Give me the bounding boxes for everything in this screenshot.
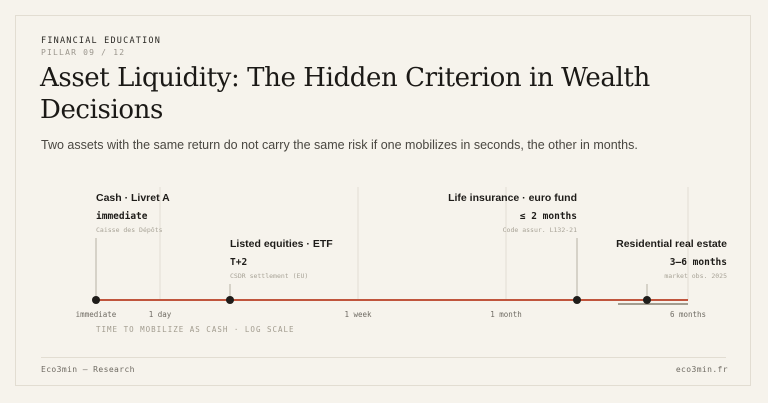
asset-delay-life-insurance: ≤ 2 months <box>520 211 577 222</box>
asset-name-real-estate: Residential real estate <box>616 238 727 250</box>
page-title: Asset Liquidity: The Hidden Criterion in… <box>40 63 650 125</box>
real-estate-range-bar <box>618 303 688 305</box>
asset-name-life-insurance: Life insurance · euro fund <box>448 192 577 204</box>
dot-real-estate <box>643 296 651 304</box>
footer-site: eco3min.fr <box>675 365 728 374</box>
pillar-counter: PILLAR 09 / 12 <box>41 48 126 57</box>
asset-name-equities: Listed equities · ETF <box>230 238 333 250</box>
tick-label-1-week: 1 week <box>344 310 372 319</box>
footer-brand: Eco3min — Research <box>41 365 135 374</box>
tick-label-1-day: 1 day <box>149 310 172 319</box>
card-frame <box>15 15 751 386</box>
tick-label-immediate: immediate <box>76 310 117 319</box>
axis-caption: TIME TO MOBILIZE AS CASH · LOG SCALE <box>96 325 295 334</box>
section-kicker: FINANCIAL EDUCATION <box>41 36 162 46</box>
footer-divider <box>41 357 726 358</box>
asset-name-cash: Cash · Livret A <box>96 192 170 204</box>
asset-source-life-insurance: Code assur. L132-21 <box>503 226 577 234</box>
tick-label-1-month: 1 month <box>490 310 522 319</box>
asset-source-real-estate: market obs. 2025 <box>664 272 727 280</box>
dot-equities <box>226 296 234 304</box>
asset-delay-cash: immediate <box>96 211 148 222</box>
tick-label-6-months: 6 months <box>670 310 706 319</box>
page-subtitle: Two assets with the same return do not c… <box>41 138 638 152</box>
asset-delay-real-estate: 3–6 months <box>670 257 727 268</box>
asset-source-cash: Caisse des Dépôts <box>96 226 163 234</box>
dot-cash <box>92 296 100 304</box>
asset-delay-equities: T+2 <box>230 257 247 268</box>
dot-life-insurance <box>573 296 581 304</box>
asset-source-equities: CSDR settlement (EU) <box>230 272 308 280</box>
